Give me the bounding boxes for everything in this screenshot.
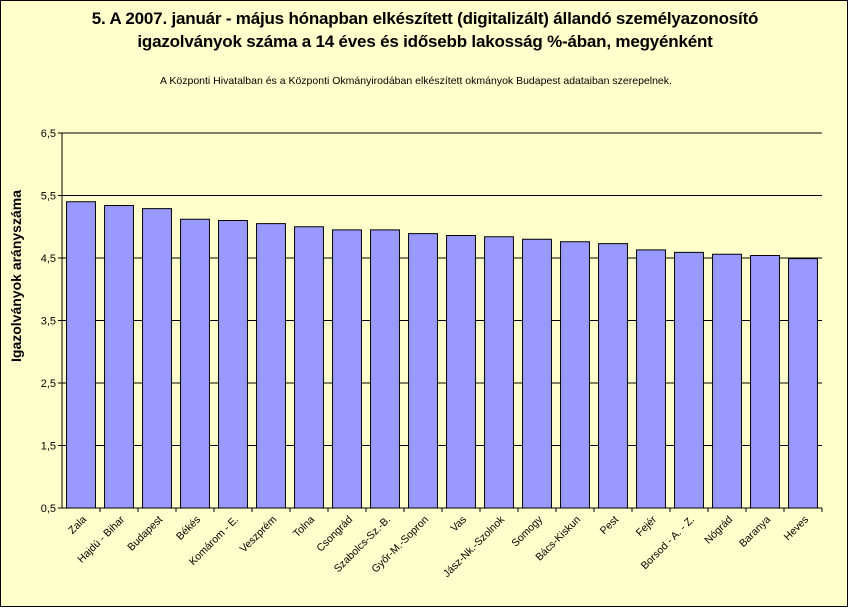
x-tick-label: Tolna xyxy=(291,514,317,540)
x-tick-label: Fejér xyxy=(634,513,660,539)
chart-title-line2: igazolványok száma a 14 éves és idősebb … xyxy=(137,32,713,51)
x-tick-label: Nógrád xyxy=(702,514,735,547)
bar xyxy=(750,255,780,509)
x-tick-label: Veszprém xyxy=(238,513,280,555)
x-tick-label: Zala xyxy=(66,514,89,537)
x-tick-label: Somogy xyxy=(509,513,545,549)
bar xyxy=(560,241,590,509)
x-tick-label: Baranya xyxy=(737,514,773,550)
bar xyxy=(218,220,248,509)
bar xyxy=(636,249,666,509)
bar xyxy=(294,226,324,509)
bar xyxy=(332,229,362,509)
bar xyxy=(408,233,438,509)
y-tick-label: 5,5 xyxy=(41,191,56,203)
chart-title: 5. A 2007. január - május hónapban elkés… xyxy=(1,7,849,53)
chart-subtitle: A Központi Hivatalban és a Központi Okmá… xyxy=(160,75,672,87)
y-tick-label: 0,5 xyxy=(41,503,56,515)
bar xyxy=(180,218,210,509)
y-tick-labels: 0,5 1,5 2,5 3,5 4,5 5,5 6,5 xyxy=(41,128,56,515)
bar xyxy=(522,238,552,509)
axes xyxy=(58,132,823,512)
x-tick-label: Heves xyxy=(782,514,812,544)
bar xyxy=(66,201,96,509)
x-tick-label: Budapest xyxy=(125,514,165,554)
bar xyxy=(446,235,476,509)
bars xyxy=(66,201,818,509)
y-tick-label: 4,5 xyxy=(41,253,56,265)
chart-title-line1: 5. A 2007. január - május hónapban elkés… xyxy=(91,9,759,28)
y-tick-label: 6,5 xyxy=(41,128,56,140)
bar xyxy=(104,205,134,509)
bar xyxy=(256,223,286,509)
x-tick-label: Vas xyxy=(448,514,469,535)
y-tick-label: 1,5 xyxy=(41,441,56,453)
bar xyxy=(370,229,400,509)
x-tick-label: Békés xyxy=(174,514,203,543)
x-tick-label: Pest xyxy=(598,514,621,537)
bar xyxy=(484,236,514,509)
bar xyxy=(712,253,742,509)
bar xyxy=(598,243,628,509)
gridlines xyxy=(62,132,822,446)
y-axis-label: Igazolványok arányszáma xyxy=(8,190,24,362)
y-tick-label: 2,5 xyxy=(41,378,56,390)
bar xyxy=(788,258,818,509)
y-tick-label: 3,5 xyxy=(41,316,56,328)
bar xyxy=(674,251,704,509)
bar xyxy=(142,208,172,509)
